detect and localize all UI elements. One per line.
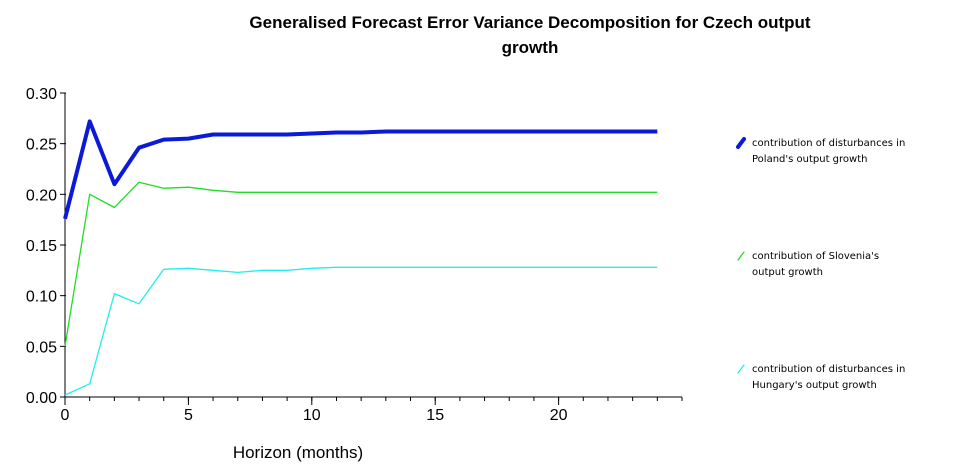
chart-title-line-1: Generalised Forecast Error Variance Deco… <box>249 13 810 32</box>
series-line-0 <box>63 119 658 220</box>
x-axis-label: Horizon (months) <box>233 443 363 462</box>
chart-title-line-2: growth <box>502 38 559 57</box>
y-tick-label-3: 0.15 <box>26 238 57 255</box>
y-tick-label-5: 0.25 <box>26 137 57 154</box>
legend-swatch-1 <box>737 251 745 261</box>
x-tick-label-4: 20 <box>550 407 568 424</box>
y-tick-label-4: 0.20 <box>26 187 57 204</box>
x-tick-label-1: 5 <box>184 407 193 424</box>
series-line-2 <box>64 266 658 396</box>
legend-swatch-2 <box>737 364 745 374</box>
y-tick-label-1: 0.05 <box>26 339 57 356</box>
legend: contribution of disturbances in Poland's … <box>736 137 905 391</box>
legend-label-1-line-1: contribution of Slovenia's <box>752 251 879 262</box>
legend-label-2-line-1: contribution of disturbances in <box>752 364 905 375</box>
series-line-1 <box>64 181 658 347</box>
x-tick-label-0: 0 <box>61 407 70 424</box>
series-layer <box>63 119 658 396</box>
axes: 0.00 0.05 0.10 0.15 0.20 0.25 0.30 0 5 10 15 20 <box>26 86 683 424</box>
y-tick-label-2: 0.10 <box>26 289 57 306</box>
x-tick-label-2: 10 <box>303 407 321 424</box>
legend-label-2-line-2: Hungary's output growth <box>752 380 877 391</box>
legend-label-0-line-2: Poland's output growth <box>752 154 867 165</box>
y-tick-label-6: 0.30 <box>26 86 57 103</box>
legend-swatch-0 <box>736 137 746 149</box>
legend-label-1-line-2: output growth <box>752 267 823 278</box>
x-tick-label-3: 15 <box>426 407 444 424</box>
legend-label-0-line-1: contribution of disturbances in <box>752 138 905 149</box>
y-tick-label-0: 0.00 <box>26 390 57 407</box>
